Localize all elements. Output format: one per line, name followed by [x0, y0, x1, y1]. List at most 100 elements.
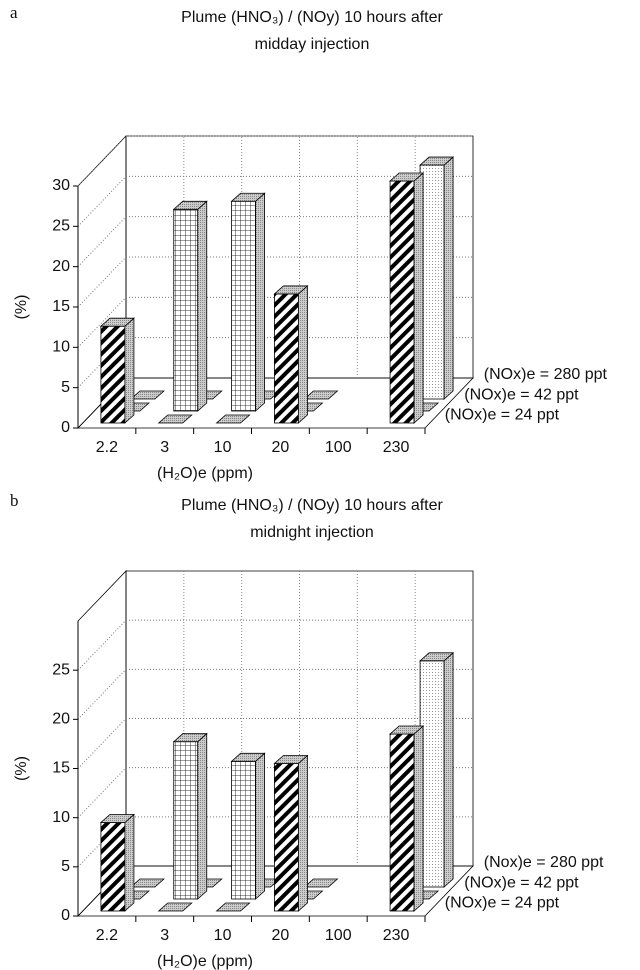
bar-side [255, 192, 265, 412]
bar-side [413, 725, 424, 912]
bar-front [419, 660, 445, 888]
bar-side [197, 732, 208, 900]
bar [389, 172, 425, 424]
x-axis-label: (H₂O)e (ppm) [157, 953, 253, 970]
x-tick-label: 230 [383, 927, 410, 944]
bar [419, 651, 455, 888]
grid-line [77, 668, 127, 720]
bar [273, 285, 309, 424]
bar-front [231, 200, 256, 412]
grid-line [77, 216, 127, 268]
row-label: (NOx)e = 42 ppt [464, 874, 579, 891]
bar-front [274, 293, 299, 424]
bar-side [443, 156, 454, 400]
bar-tile [157, 414, 193, 424]
bar [273, 754, 309, 912]
panel-label: a [10, 3, 18, 22]
bar-front [389, 733, 415, 912]
chart-title: midday injection [255, 36, 370, 53]
panel-label: b [10, 491, 19, 510]
bar [215, 902, 251, 912]
grid-line [77, 135, 127, 187]
bar-front [274, 763, 299, 912]
grid-line [77, 718, 127, 769]
y-tick-label: 30 [52, 177, 70, 194]
y-tick-label: 0 [61, 419, 70, 436]
bar-side [197, 200, 208, 412]
row-label: (NOx)e = 280 ppt [484, 366, 608, 383]
bar-side [413, 172, 424, 424]
bar [230, 752, 266, 900]
bar [230, 192, 266, 412]
row-label: (NOx)e = 24 ppt [445, 407, 560, 424]
bar-top [419, 652, 455, 662]
bar-side [255, 752, 265, 900]
grid-line [77, 296, 127, 348]
bar-front [389, 180, 415, 424]
y-tick-label: 10 [52, 339, 70, 356]
bar-tile [129, 390, 165, 400]
bar-top [230, 192, 266, 202]
bar-front [100, 325, 126, 424]
bar-side [124, 813, 135, 912]
bar-front [419, 164, 445, 400]
x-tick-label: 2.2 [96, 439, 118, 456]
x-tick-label: 20 [272, 927, 290, 944]
bar-side [298, 754, 308, 912]
y-axis-label: (%) [13, 756, 30, 781]
bar-top [230, 752, 266, 762]
bar [303, 390, 339, 400]
x-tick-label: 3 [160, 927, 169, 944]
bar [157, 902, 193, 912]
x-tick-label: 2.2 [96, 927, 118, 944]
bar-top [273, 285, 309, 295]
bar-side [124, 317, 135, 424]
y-tick-label: 15 [52, 760, 70, 777]
y-tick-label: 20 [52, 258, 70, 275]
x-tick-label: 100 [325, 439, 352, 456]
bar-top [273, 755, 309, 764]
x-tick-label: 100 [325, 927, 352, 944]
bar-top [172, 200, 208, 210]
chart-title: midnight injection [250, 524, 374, 541]
bar [215, 414, 251, 424]
y-axis-label: (%) [13, 295, 30, 320]
bar-tile [157, 902, 193, 912]
bar-top [389, 172, 425, 182]
y-tick-label: 25 [52, 218, 70, 235]
bar [389, 725, 425, 912]
bar [419, 156, 455, 400]
x-tick-label: 20 [272, 439, 290, 456]
y-tick-label: 25 [52, 661, 70, 678]
bar-tile [215, 414, 251, 424]
y-tick-label: 10 [52, 809, 70, 826]
bar-top [172, 733, 208, 743]
x-tick-label: 230 [383, 439, 410, 456]
bar-top [389, 725, 425, 735]
bar-side [298, 285, 308, 424]
row-label: (Nox)e = 280 ppt [484, 854, 604, 871]
row-label: (NOx)e = 42 ppt [464, 386, 579, 403]
y-tick-label: 5 [61, 858, 70, 875]
y-tick-label: 15 [52, 298, 70, 315]
bar-top [99, 317, 135, 327]
bar-tile [215, 902, 251, 912]
chart-title: Plume (HNO₃) / (NOy) 10 hours after [181, 9, 443, 26]
bar [129, 390, 165, 400]
bar-front [173, 208, 199, 412]
y-tick-label: 20 [52, 711, 70, 728]
x-tick-label: 10 [214, 927, 232, 944]
bar-top [419, 156, 455, 166]
bar-front [231, 760, 256, 900]
bar [157, 414, 193, 424]
grid-line [77, 256, 127, 308]
grid-line [77, 619, 127, 671]
x-tick-label: 3 [160, 439, 169, 456]
bar-tile [303, 878, 339, 888]
chart-title: Plume (HNO₃) / (NOy) 10 hours after [181, 497, 443, 514]
bar [99, 317, 135, 424]
bar [99, 813, 135, 912]
grid-line [77, 175, 127, 227]
